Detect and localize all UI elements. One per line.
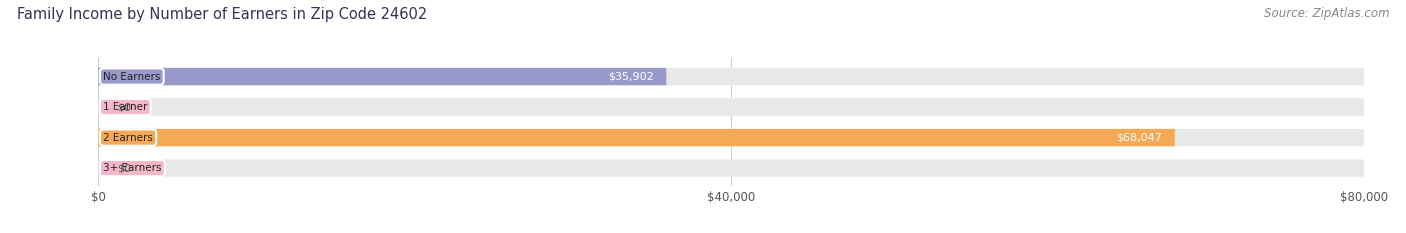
FancyBboxPatch shape [98, 98, 1364, 116]
FancyBboxPatch shape [98, 68, 1364, 85]
Text: 3+ Earners: 3+ Earners [103, 163, 162, 173]
Text: $0: $0 [118, 102, 131, 112]
FancyBboxPatch shape [98, 68, 666, 85]
FancyBboxPatch shape [98, 129, 1364, 146]
Text: Source: ZipAtlas.com: Source: ZipAtlas.com [1264, 7, 1389, 20]
FancyBboxPatch shape [98, 129, 1175, 146]
Text: 2 Earners: 2 Earners [103, 133, 153, 143]
Text: $68,047: $68,047 [1116, 133, 1163, 143]
Text: Family Income by Number of Earners in Zip Code 24602: Family Income by Number of Earners in Zi… [17, 7, 427, 22]
Text: $35,902: $35,902 [607, 72, 654, 82]
Text: 1 Earner: 1 Earner [103, 102, 148, 112]
FancyBboxPatch shape [98, 159, 1364, 177]
Text: $0: $0 [118, 163, 131, 173]
Text: No Earners: No Earners [103, 72, 160, 82]
